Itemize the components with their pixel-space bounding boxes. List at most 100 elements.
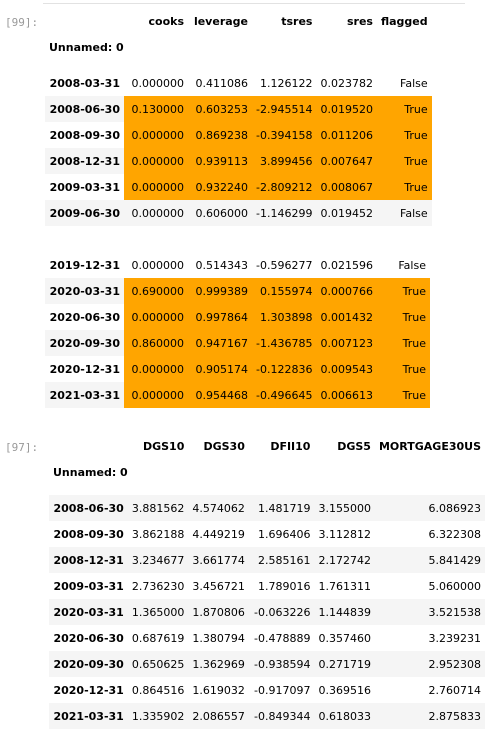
table-cell: 0.011206 — [316, 122, 377, 148]
column-header-row: DGS10 DGS30 DFII10 DGS5 MORTGAGE30US — [49, 433, 485, 459]
table-cell: 0.514343 — [195, 258, 249, 272]
table-cell: 0.021596 — [320, 258, 373, 272]
table-row: 2008-12-31 3.234677 3.661774 2.585161 2.1727… — [49, 547, 485, 573]
row-index: 2008-09-30 — [49, 128, 120, 142]
table-row: 2009-06-30 0.000000 0.606000 -1.146299 0.019… — [45, 200, 432, 226]
table-row: 2009-03-31 2.736230 3.456721 1.789016 1.7613… — [49, 573, 485, 599]
row-index: 2008-09-30 — [53, 527, 124, 541]
table-cell: 0.000766 — [316, 278, 377, 304]
table-cell: True — [376, 278, 430, 304]
table-cell: True — [376, 96, 432, 122]
table-cell: 0.603253 — [188, 96, 252, 122]
table-cell: -1.146299 — [252, 200, 317, 226]
table-cell: 0.019452 — [316, 200, 377, 226]
cell-top-border — [43, 3, 465, 4]
table-cell: -0.938594 — [248, 651, 315, 677]
column-header: DFII10 — [270, 439, 311, 453]
table-cell: -0.917097 — [253, 683, 311, 697]
table-row: 2008-06-30 3.881562 4.574062 1.481719 3.1550… — [49, 495, 485, 521]
table-cell: 3.239231 — [428, 631, 482, 645]
table-cell: 0.369516 — [318, 683, 371, 697]
table-cell: -0.596277 — [256, 258, 313, 272]
table-cell: True — [376, 382, 430, 408]
table-cell: 0.000000 — [124, 200, 188, 226]
row-index: 2009-03-31 — [53, 579, 124, 593]
table-cell: 0.606000 — [188, 200, 252, 226]
table-row: 2008-12-31 0.000000 0.939113 3.899456 0.0076… — [45, 148, 432, 174]
table-cell: -0.478889 — [253, 631, 311, 645]
table-cell: 1.619032 — [192, 683, 245, 697]
table-cell: -0.122836 — [252, 356, 317, 382]
row-index: 2021-03-31 — [49, 703, 128, 729]
table-row: 2021-03-31 0.000000 0.954468 -0.496645 0.006… — [45, 382, 430, 408]
table-cell: -2.945514 — [252, 96, 317, 122]
table-cell: 2.172742 — [314, 547, 375, 573]
table-cell: True — [376, 356, 430, 382]
row-index: 2008-06-30 — [49, 495, 128, 521]
table-cell: 0.357460 — [318, 631, 371, 645]
table-cell: 1.870806 — [188, 599, 249, 625]
row-index: 2020-09-30 — [45, 330, 124, 356]
table-cell: 0.007123 — [316, 330, 377, 356]
table-row: 2008-09-30 3.862188 4.449219 1.696406 3.1128… — [49, 521, 485, 547]
row-index: 2009-06-30 — [45, 200, 124, 226]
index-name-row: Unnamed: 0 — [49, 459, 485, 485]
table-cell: -0.849344 — [248, 703, 315, 729]
table-cell: 0.000000 — [131, 76, 185, 90]
table-row: 2020-03-31 1.365000 1.870806 -0.063226 1.144… — [49, 599, 485, 625]
table-cell: 0.006613 — [316, 382, 377, 408]
table-cell: 0.690000 — [124, 278, 188, 304]
column-header: cooks — [148, 14, 185, 28]
table-cell: 3.661774 — [188, 547, 249, 573]
table-cell: 2.760714 — [428, 683, 482, 697]
table-cell: True — [376, 304, 430, 330]
table-cell: 0.997864 — [188, 304, 252, 330]
table-cell: 1.303898 — [252, 304, 317, 330]
table-cell: 0.939113 — [188, 148, 252, 174]
table-row: 2019-12-31 0.000000 0.514343 -0.596277 0.021… — [45, 252, 430, 278]
table-cell: 3.521538 — [374, 599, 485, 625]
index-name: Unnamed: 0 — [53, 465, 128, 479]
index-name: Unnamed: 0 — [49, 40, 124, 54]
table-cell: 3.456721 — [192, 579, 245, 593]
row-index: 2009-03-31 — [49, 180, 120, 194]
dataframe-output-rates: DGS10 DGS30 DFII10 DGS5 MORTGAGE30US Unn… — [49, 433, 485, 729]
column-header: tsres — [281, 14, 313, 28]
table-cell: -0.063226 — [248, 599, 315, 625]
dataframe-table: cooks leverage tsres sres flagged Unname… — [45, 8, 432, 226]
column-header: DGS30 — [203, 439, 245, 453]
table-cell: 0.932240 — [188, 174, 252, 200]
table-cell: 0.130000 — [124, 96, 188, 122]
table-cell: 0.008067 — [316, 174, 377, 200]
table-row: 2020-06-30 0.687619 1.380794 -0.478889 0.357… — [49, 625, 485, 651]
table-cell: False — [400, 76, 428, 90]
table-cell: 1.696406 — [257, 527, 311, 541]
table-cell: 0.905174 — [188, 356, 252, 382]
table-cell: 0.869238 — [188, 122, 252, 148]
table-cell: 5.841429 — [374, 547, 485, 573]
table-cell: 3.112812 — [318, 527, 371, 541]
table-cell: 1.335902 — [127, 703, 189, 729]
dataframe-output-flagged: cooks leverage tsres sres flagged Unname… — [45, 8, 432, 408]
table-cell: 2.736230 — [131, 579, 185, 593]
table-cell: 0.000000 — [124, 148, 188, 174]
row-index: 2020-06-30 — [49, 310, 120, 324]
column-header: flagged — [380, 14, 428, 28]
table-cell: True — [376, 122, 432, 148]
column-header: sres — [346, 14, 373, 28]
row-index: 2020-09-30 — [49, 651, 128, 677]
cell-prompt: [97]: — [5, 441, 39, 454]
table-row: 2020-03-31 0.690000 0.999389 0.155974 0.0007… — [45, 278, 430, 304]
row-index: 2019-12-31 — [49, 258, 120, 272]
table-cell: 0.650625 — [127, 651, 189, 677]
row-index: 2008-12-31 — [45, 148, 124, 174]
table-cell: 2.952308 — [374, 651, 485, 677]
column-header: leverage — [193, 14, 248, 28]
table-cell: True — [376, 330, 430, 356]
table-cell: 0.000000 — [124, 382, 188, 408]
table-cell: 0.000000 — [124, 122, 188, 148]
table-row: 2021-03-31 1.335902 2.086557 -0.849344 0.618… — [49, 703, 485, 729]
table-cell: 0.019520 — [316, 96, 377, 122]
table-cell: 1.481719 — [248, 495, 315, 521]
row-index: 2008-12-31 — [49, 547, 128, 573]
